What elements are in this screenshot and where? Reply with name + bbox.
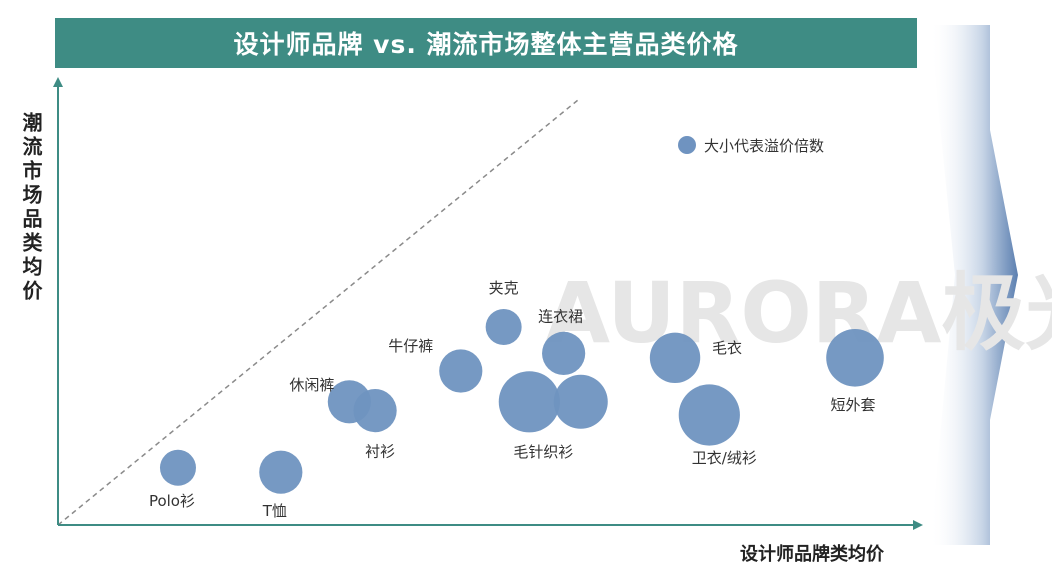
bubble-1 <box>259 450 303 494</box>
title-banner: 设计师品牌 vs. 潮流市场整体主营品类价格 <box>55 18 917 68</box>
bubble-5 <box>485 309 522 345</box>
bubble-label-9: 毛衣 <box>712 339 742 357</box>
bubble-label-1: T恤 <box>262 502 287 520</box>
bubble-9 <box>649 332 701 383</box>
bubble-label-4: 牛仔裤 <box>388 337 433 355</box>
bubble-label-11: 短外套 <box>831 396 876 414</box>
y-axis-arrow <box>53 77 63 87</box>
bubble-label-7: 毛针织衫 <box>513 443 573 461</box>
bubble-7 <box>498 371 560 433</box>
page-title: 设计师品牌 vs. 潮流市场整体主营品类价格 <box>233 30 739 59</box>
bubble-label-2: 休闲裤 <box>289 376 334 394</box>
y-axis-label: 潮流市场品类均价 <box>19 112 43 304</box>
bubble-label-5: 夹克 <box>489 279 519 297</box>
bubble-label-3: 衬衫 <box>365 443 395 461</box>
bubble-6 <box>542 331 586 375</box>
bubble-10 <box>678 384 740 446</box>
bubble-4 <box>439 349 483 393</box>
watermark: AURORA极光 <box>545 264 1052 362</box>
bubble-label-10: 卫衣/绒衫 <box>692 449 757 467</box>
bubble-3 <box>353 389 397 433</box>
legend-marker <box>678 136 696 154</box>
x-axis-label: 设计师品牌类均价 <box>740 544 884 565</box>
bubble-0 <box>159 449 196 486</box>
bubble-label-0: Polo衫 <box>149 492 195 510</box>
x-axis-arrow <box>913 520 923 530</box>
reference-line <box>57 99 579 526</box>
bubble-11 <box>826 329 884 387</box>
legend-label: 大小代表溢价倍数 <box>704 137 824 155</box>
bubble-8 <box>553 374 608 429</box>
bubble-label-6: 连衣裙 <box>538 307 583 325</box>
